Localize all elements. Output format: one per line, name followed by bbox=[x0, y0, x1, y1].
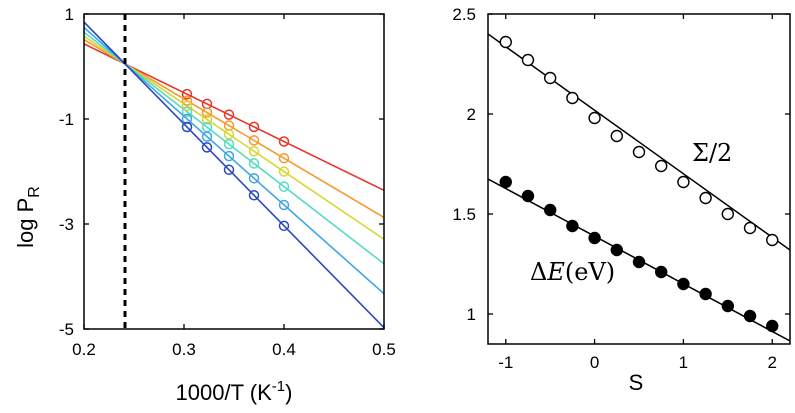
right-y-tick-label: 1.5 bbox=[452, 205, 476, 224]
marker-lightblue-3 bbox=[248, 173, 260, 184]
sigma-point-1 bbox=[521, 53, 535, 67]
delta-e-point-12 bbox=[766, 319, 779, 333]
delta-e-point-4 bbox=[588, 231, 601, 245]
marker-lightblue-2 bbox=[223, 150, 235, 162]
marker-red-3 bbox=[248, 121, 260, 133]
left-y-tick-label: 1 bbox=[65, 5, 74, 24]
sigma-annotation: Σ/2 bbox=[692, 139, 732, 167]
marker-cyan-0 bbox=[181, 106, 193, 117]
left-y-tick-label: -3 bbox=[59, 215, 74, 234]
right-y-tick-label: 2 bbox=[467, 105, 476, 124]
left-y-tick-label: -5 bbox=[59, 320, 74, 339]
marker-red-0 bbox=[181, 88, 193, 100]
right-x-tick-label: -1 bbox=[498, 353, 513, 372]
right-x-axis-title: S bbox=[629, 370, 644, 395]
right-x-tick-label: 2 bbox=[768, 353, 777, 372]
left-x-tick-label: 0.3 bbox=[172, 340, 196, 359]
marker-yellow-3 bbox=[248, 145, 260, 157]
right-series-markers bbox=[499, 35, 779, 333]
left-y-axis-title: log PR bbox=[13, 186, 43, 248]
right-axis-ticks: -1 0 1 2 2.5 2 1.5 1 bbox=[452, 5, 790, 372]
marker-orange-4 bbox=[278, 152, 290, 164]
delta-e-point-8 bbox=[677, 277, 690, 291]
marker-yellow-1 bbox=[201, 114, 213, 125]
delta-e-point-5 bbox=[610, 243, 623, 257]
series-line-blue bbox=[84, 21, 384, 329]
right-plot-frame bbox=[487, 13, 791, 345]
right-x-tick-label: 1 bbox=[679, 353, 688, 372]
marker-blue-1 bbox=[201, 142, 213, 153]
sigma-point-12 bbox=[766, 233, 779, 247]
delta-e-annotation: ΔE(eV) bbox=[530, 258, 615, 286]
sigma-point-11 bbox=[743, 221, 757, 235]
sigma-point-0 bbox=[499, 35, 512, 49]
fit-line-0 bbox=[488, 33, 790, 251]
left-y-tick-label: -1 bbox=[59, 110, 74, 129]
series-line-red bbox=[84, 43, 384, 192]
right-y-tick-label: 1 bbox=[467, 305, 476, 324]
sigma-point-2 bbox=[543, 71, 557, 85]
sigma-point-3 bbox=[566, 91, 579, 105]
sigma-point-5 bbox=[610, 129, 623, 143]
sigma-point-7 bbox=[655, 159, 668, 173]
marker-red-2 bbox=[223, 109, 235, 120]
marker-blue-3 bbox=[248, 190, 260, 201]
marker-blue-2 bbox=[223, 164, 235, 176]
right-fit-lines bbox=[488, 33, 790, 342]
left-series-lines bbox=[84, 21, 384, 329]
left-series-markers bbox=[181, 88, 290, 232]
delta-e-point-10 bbox=[721, 299, 735, 313]
delta-e-point-1 bbox=[521, 189, 535, 203]
left-x-tick-label: 0.2 bbox=[72, 340, 96, 359]
sigma-point-8 bbox=[677, 175, 690, 189]
left-chart: 0.2 0.3 0.4 0.5 1 -1 -3 -5 log PR 1000/T (K-1) bbox=[13, 5, 396, 405]
series-line-lightblue bbox=[84, 26, 384, 295]
right-x-tick-label: 0 bbox=[590, 353, 599, 372]
marker-lightblue-1 bbox=[201, 131, 213, 142]
sigma-point-6 bbox=[632, 145, 646, 159]
left-x-axis-title: 1000/T (K-1) bbox=[176, 378, 293, 405]
left-x-tick-label: 0.4 bbox=[272, 340, 296, 359]
delta-e-point-3 bbox=[566, 219, 579, 233]
marker-blue-0 bbox=[181, 121, 193, 133]
sigma-point-10 bbox=[721, 207, 735, 221]
left-axis-ticks: 0.2 0.3 0.4 0.5 1 -1 -3 -5 bbox=[59, 5, 396, 359]
delta-e-point-6 bbox=[632, 255, 646, 269]
marker-orange-3 bbox=[248, 135, 260, 146]
sigma-point-4 bbox=[588, 111, 601, 125]
marker-blue-4 bbox=[278, 220, 290, 232]
marker-yellow-2 bbox=[223, 129, 235, 140]
marker-cyan-2 bbox=[223, 138, 235, 150]
marker-yellow-4 bbox=[278, 166, 290, 177]
left-plot-frame bbox=[83, 13, 385, 330]
marker-red-4 bbox=[278, 136, 290, 147]
delta-e-point-11 bbox=[743, 309, 757, 323]
right-y-tick-label: 2.5 bbox=[452, 5, 476, 24]
marker-cyan-3 bbox=[248, 158, 260, 169]
marker-lightblue-4 bbox=[278, 199, 290, 211]
marker-cyan-4 bbox=[278, 181, 290, 192]
right-chart: -1 0 1 2 2.5 2 1.5 1 Σ/2 ΔE(eV) S bbox=[452, 5, 791, 395]
delta-e-point-2 bbox=[543, 203, 557, 217]
delta-e-point-7 bbox=[655, 265, 668, 279]
delta-e-point-9 bbox=[699, 287, 712, 301]
left-x-tick-label: 0.5 bbox=[372, 340, 396, 359]
delta-e-point-0 bbox=[499, 175, 512, 189]
marker-lightblue-0 bbox=[181, 113, 193, 125]
sigma-point-9 bbox=[699, 191, 712, 205]
marker-orange-1 bbox=[201, 107, 213, 118]
marker-yellow-0 bbox=[181, 100, 193, 112]
marker-orange-0 bbox=[181, 95, 193, 106]
